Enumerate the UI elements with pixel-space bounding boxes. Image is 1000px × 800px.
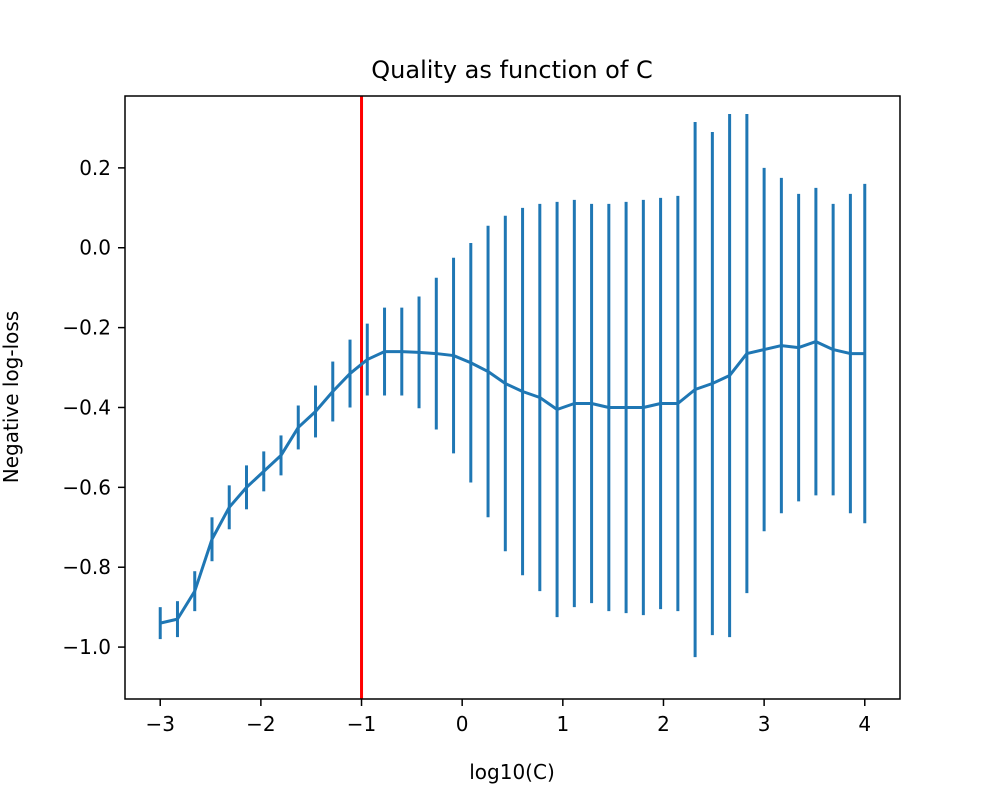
y-axis-label: Negative log-loss — [0, 311, 23, 483]
plot-area — [124, 95, 901, 700]
x-tick-label: −2 — [246, 712, 275, 736]
x-axis-label: log10(C) — [469, 760, 555, 784]
y-tick-label: 0.2 — [79, 156, 111, 180]
x-tick-label: 1 — [556, 712, 569, 736]
plot-frame — [124, 95, 901, 700]
y-tick-label: −0.8 — [62, 555, 111, 579]
series-line — [159, 340, 865, 625]
y-tick-label: −0.6 — [62, 475, 111, 499]
y-tick-label: 0.0 — [79, 236, 111, 260]
x-tick-label: 2 — [657, 712, 670, 736]
x-tick-label: 4 — [858, 712, 871, 736]
x-tick-label: −1 — [347, 712, 376, 736]
y-tick-label: −0.2 — [62, 316, 111, 340]
x-tick-label: −3 — [145, 712, 174, 736]
x-tick-label: 0 — [456, 712, 469, 736]
axis-ticks: −3 −2 −1 0 1 2 3 4 −1.0 −0.8 −0.6 −0.4 −0.2 0.0 0.2 — [62, 156, 871, 736]
y-tick-label: −1.0 — [62, 635, 111, 659]
y-tick-label: −0.4 — [62, 395, 111, 419]
plot-content — [158, 96, 867, 699]
chart-title: Quality as function of C — [371, 56, 652, 84]
x-tick-label: 3 — [758, 712, 771, 736]
